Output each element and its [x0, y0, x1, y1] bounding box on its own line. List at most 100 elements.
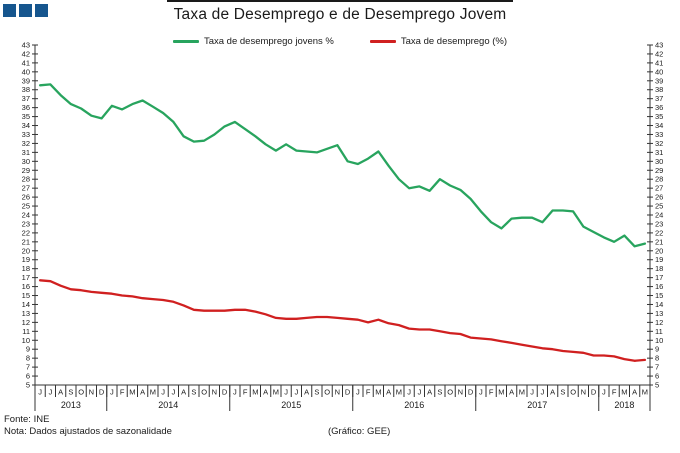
svg-text:25: 25: [22, 202, 30, 211]
svg-text:M: M: [129, 388, 135, 397]
svg-text:13: 13: [22, 309, 30, 318]
svg-text:N: N: [581, 388, 586, 397]
axes: [34, 45, 651, 411]
svg-text:9: 9: [26, 345, 30, 354]
svg-text:14: 14: [22, 300, 30, 309]
svg-text:J: J: [541, 388, 545, 397]
svg-text:29: 29: [655, 166, 663, 175]
svg-text:41: 41: [22, 58, 30, 67]
svg-text:15: 15: [22, 291, 30, 300]
svg-text:36: 36: [655, 103, 663, 112]
svg-text:S: S: [437, 388, 442, 397]
svg-text:33: 33: [22, 130, 30, 139]
svg-text:36: 36: [22, 103, 30, 112]
svg-text:43: 43: [22, 41, 30, 50]
svg-text:2014: 2014: [158, 400, 178, 410]
svg-text:7: 7: [26, 363, 30, 372]
legend-swatch-red: [369, 40, 396, 43]
svg-text:J: J: [418, 388, 422, 397]
svg-text:F: F: [612, 388, 617, 397]
svg-text:38: 38: [22, 85, 30, 94]
svg-text:35: 35: [22, 112, 30, 121]
svg-text:8: 8: [26, 354, 30, 363]
svg-text:29: 29: [22, 166, 30, 175]
svg-text:37: 37: [655, 94, 663, 103]
svg-text:41: 41: [655, 58, 663, 67]
svg-text:20: 20: [22, 246, 30, 255]
svg-text:15: 15: [655, 291, 663, 300]
svg-text:J: J: [110, 388, 114, 397]
svg-text:S: S: [191, 388, 196, 397]
logo-square-1: [3, 4, 16, 17]
svg-text:19: 19: [655, 255, 663, 264]
svg-text:J: J: [172, 388, 176, 397]
svg-text:N: N: [212, 388, 217, 397]
svg-text:M: M: [273, 388, 279, 397]
svg-text:22: 22: [22, 228, 30, 237]
svg-text:A: A: [263, 388, 268, 397]
svg-text:S: S: [560, 388, 565, 397]
svg-text:N: N: [458, 388, 463, 397]
svg-text:28: 28: [655, 175, 663, 184]
legend-swatch-green: [172, 40, 199, 43]
legend-item-desemprego: Taxa de desemprego (%): [369, 36, 507, 47]
svg-text:F: F: [366, 388, 371, 397]
svg-text:42: 42: [655, 49, 663, 58]
svg-text:19: 19: [22, 255, 30, 264]
svg-text:M: M: [375, 388, 381, 397]
svg-text:24: 24: [22, 211, 30, 220]
svg-text:10: 10: [655, 336, 663, 345]
svg-text:J: J: [161, 388, 165, 397]
svg-text:S: S: [314, 388, 319, 397]
svg-text:14: 14: [655, 300, 663, 309]
svg-text:D: D: [99, 388, 105, 397]
svg-text:27: 27: [22, 184, 30, 193]
svg-text:J: J: [356, 388, 360, 397]
svg-text:27: 27: [655, 184, 663, 193]
svg-text:A: A: [386, 388, 391, 397]
legend-label-jovens: Taxa de desemprego jovens %: [203, 36, 334, 47]
svg-text:13: 13: [655, 309, 663, 318]
svg-text:16: 16: [655, 282, 663, 291]
svg-text:N: N: [335, 388, 340, 397]
svg-text:24: 24: [655, 211, 663, 220]
svg-text:J: J: [295, 388, 299, 397]
footer-fonte: Fonte: INE: [4, 414, 50, 425]
svg-text:21: 21: [655, 237, 663, 246]
svg-text:20: 20: [655, 246, 663, 255]
svg-text:F: F: [489, 388, 494, 397]
svg-text:M: M: [621, 388, 627, 397]
svg-text:O: O: [78, 388, 84, 397]
svg-text:J: J: [479, 388, 483, 397]
svg-text:9: 9: [655, 345, 659, 354]
svg-text:12: 12: [655, 318, 663, 327]
svg-text:25: 25: [655, 202, 663, 211]
svg-text:7: 7: [655, 363, 659, 372]
svg-text:M: M: [396, 388, 402, 397]
svg-text:21: 21: [22, 237, 30, 246]
svg-text:D: D: [222, 388, 228, 397]
svg-text:A: A: [550, 388, 555, 397]
svg-text:12: 12: [22, 318, 30, 327]
svg-text:M: M: [642, 388, 648, 397]
svg-text:A: A: [509, 388, 514, 397]
svg-text:17: 17: [655, 273, 663, 282]
svg-text:8: 8: [655, 354, 659, 363]
svg-text:J: J: [530, 388, 534, 397]
svg-text:11: 11: [655, 327, 663, 336]
svg-text:11: 11: [22, 327, 30, 336]
svg-text:40: 40: [22, 67, 30, 76]
svg-text:30: 30: [22, 157, 30, 166]
svg-text:O: O: [447, 388, 453, 397]
svg-text:31: 31: [655, 148, 663, 157]
svg-text:16: 16: [22, 282, 30, 291]
footer-nota: Nota: Dados ajustados de sazonalidade: [4, 426, 172, 437]
svg-text:2018: 2018: [614, 400, 634, 410]
svg-text:18: 18: [655, 264, 663, 273]
svg-text:39: 39: [22, 76, 30, 85]
svg-text:A: A: [304, 388, 309, 397]
svg-text:5: 5: [655, 381, 659, 390]
svg-text:D: D: [468, 388, 474, 397]
svg-text:10: 10: [22, 336, 30, 345]
